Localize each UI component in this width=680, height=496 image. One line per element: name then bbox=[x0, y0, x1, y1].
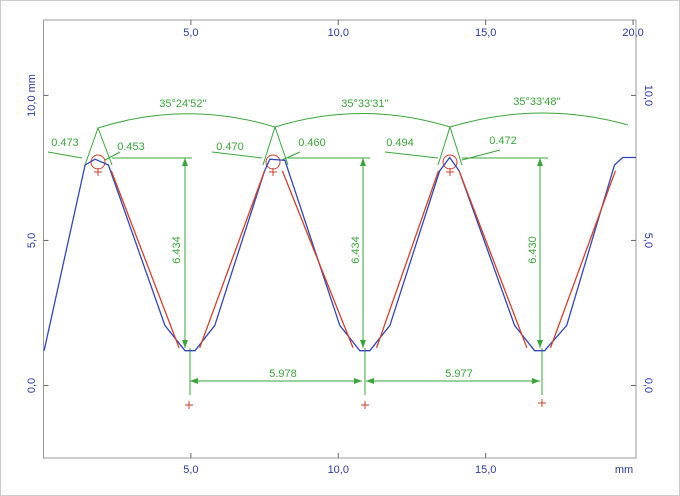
x-tick-label: 10,0 bbox=[328, 464, 349, 476]
y-tick-label: 0,0 bbox=[26, 378, 38, 393]
annotation: 6.430 bbox=[527, 236, 539, 264]
x-tick-label: 10,0 bbox=[328, 27, 349, 39]
annotation: 0.473 bbox=[51, 137, 79, 149]
annotation: 0.460 bbox=[298, 137, 326, 149]
y2-tick-label: 5,0 bbox=[642, 233, 654, 248]
x-tick-label: 15,0 bbox=[475, 464, 496, 476]
plot-frame bbox=[43, 19, 637, 459]
leader-lines bbox=[47, 149, 501, 161]
y2-tick-label: 10,0 bbox=[642, 85, 654, 106]
markers bbox=[90, 154, 546, 409]
x-tick-label: 15,0 bbox=[475, 27, 496, 39]
annotation: 0.470 bbox=[216, 141, 244, 153]
angle-arc bbox=[449, 112, 629, 128]
crosshairs bbox=[94, 168, 546, 409]
annotation: 6.434 bbox=[350, 236, 362, 264]
annotation: 0.472 bbox=[489, 135, 517, 147]
angle-arc bbox=[274, 113, 451, 128]
annotation: 0.453 bbox=[117, 141, 145, 153]
annotation: 6.434 bbox=[171, 236, 183, 264]
annotation: 5.978 bbox=[269, 368, 297, 380]
annotation: 35°33'48'' bbox=[513, 96, 560, 108]
y-tick-label: 10,0 mm bbox=[26, 74, 38, 117]
flank-lines bbox=[84, 126, 463, 166]
dimension-lines bbox=[47, 112, 629, 395]
profile-line bbox=[110, 170, 617, 349]
x-tick-label: 20,0 bbox=[622, 27, 643, 39]
profile-line bbox=[43, 156, 636, 352]
y-tick-label: 5,0 bbox=[26, 233, 38, 248]
height-arrows bbox=[184, 158, 541, 348]
annotation: 5.977 bbox=[445, 368, 473, 380]
annotation: 35°24'52'' bbox=[159, 98, 206, 110]
x-tick-label: 5,0 bbox=[183, 27, 198, 39]
y2-tick-label: 0,0 bbox=[642, 378, 654, 393]
x-unit: mm bbox=[615, 464, 633, 476]
annotation: 0.494 bbox=[386, 137, 414, 149]
annotation: 35°33'31'' bbox=[341, 98, 388, 110]
x-tick-label: 5,0 bbox=[183, 464, 198, 476]
pitch-ext bbox=[189, 348, 543, 395]
angle-arc bbox=[97, 113, 276, 129]
